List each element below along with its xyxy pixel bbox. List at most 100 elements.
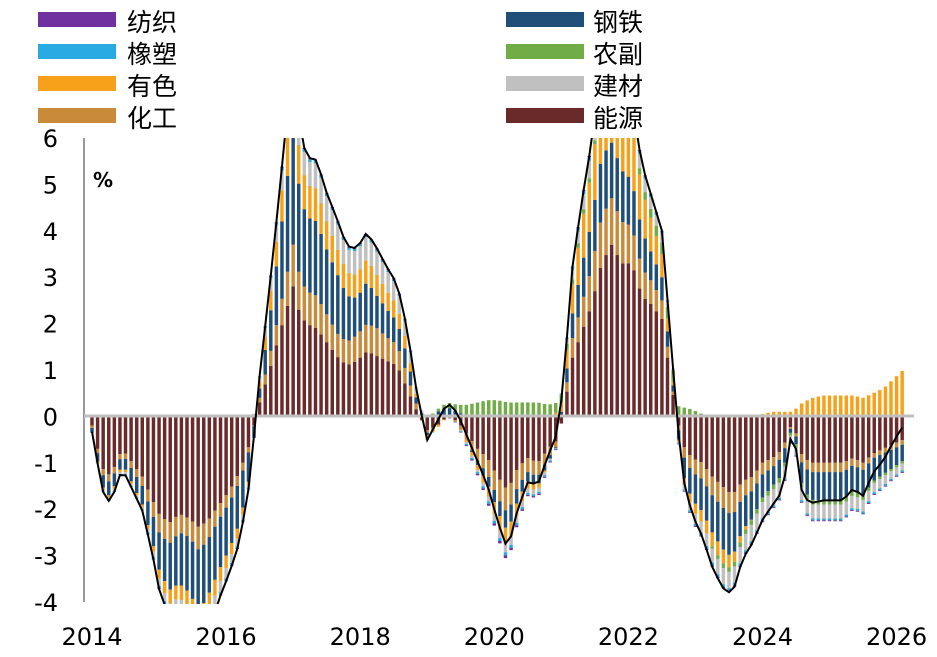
bar-segment-build	[313, 163, 318, 189]
bar-segment-steel	[364, 283, 368, 325]
bar-segment-chem	[369, 325, 374, 354]
bar-segment-steel	[140, 486, 145, 505]
bar-segment-steel	[229, 497, 234, 543]
bar-segment-build	[771, 489, 776, 506]
bar-segment-chem	[90, 425, 94, 428]
legend-label-rubber: 橡塑	[127, 40, 177, 69]
bar-segment-metal	[459, 429, 463, 431]
bar-segment-agri	[498, 400, 502, 417]
bar-segment-chem	[274, 325, 279, 346]
bar-segment-steel	[486, 476, 491, 487]
bar-segment-chem	[537, 461, 541, 475]
bar-segment-build	[520, 501, 524, 508]
bar-segment-steel	[598, 163, 603, 223]
bar-segment-agri	[486, 400, 491, 417]
bar-segment-energy	[649, 304, 653, 417]
bar-segment-build	[548, 458, 552, 461]
bar-segment-energy	[274, 345, 279, 417]
bar-segment-agri	[744, 529, 748, 534]
bar-segment-metal	[794, 408, 798, 417]
bar-segment-chem	[805, 460, 809, 470]
bar-segment-build	[531, 489, 536, 495]
bar-segment-metal	[162, 581, 167, 593]
bar-segment-steel	[324, 249, 329, 315]
bar-segment-metal	[593, 144, 597, 200]
bar-segment-build	[364, 237, 368, 261]
bar-segment-metal	[218, 567, 223, 581]
bar-segment-steel	[593, 199, 597, 251]
bar-segment-chem	[157, 513, 161, 533]
bar-segment-metal	[369, 265, 374, 289]
bar-segment-chem	[771, 457, 776, 467]
bar-segment-steel	[900, 444, 904, 462]
bar-segment-metal	[107, 495, 111, 498]
bar-segment-chem	[375, 328, 379, 357]
bar-segment-rubber	[470, 457, 474, 460]
bar-segment-steel	[838, 472, 843, 500]
bar-segment-build	[704, 533, 709, 547]
bar-segment-metal	[503, 527, 508, 544]
bar-segment-energy	[408, 396, 413, 417]
unit-label: %	[93, 168, 113, 192]
bar-segment-chem	[453, 420, 457, 422]
bar-segment-chem	[291, 244, 295, 287]
bar-segment-steel	[285, 175, 290, 272]
bar-segment-agri	[771, 484, 776, 490]
bar-segment-chem	[224, 495, 228, 508]
bar-segment-metal	[168, 589, 172, 604]
bar-segment-chem	[626, 224, 631, 264]
bar-segment-steel	[565, 368, 569, 383]
bar-segment-build	[872, 482, 876, 493]
bar-segment-energy	[738, 416, 742, 485]
bar-segment-chem	[900, 440, 904, 445]
bar-segment-energy	[615, 255, 619, 417]
bar-segment-steel	[861, 469, 865, 496]
bar-segment-steel	[889, 449, 893, 469]
bar-segment-build	[587, 160, 592, 179]
bar-segment-textile	[185, 620, 188, 621]
bar-segment-agri	[760, 497, 765, 503]
bar-segment-energy	[838, 416, 843, 463]
bar-segment-energy	[95, 416, 100, 449]
bar-segment-build	[157, 578, 161, 586]
bar-segment-build	[408, 352, 413, 364]
bar-segment-energy	[112, 416, 117, 467]
bar-segment-energy	[324, 342, 329, 417]
bar-segment-energy	[341, 362, 346, 417]
bar-segment-build	[749, 524, 754, 542]
bar-segment-chem	[565, 382, 569, 392]
bar-segment-textile	[688, 511, 692, 513]
bar-segment-metal	[475, 465, 480, 470]
bar-segment-metal	[386, 292, 390, 311]
bar-segment-chem	[850, 458, 854, 466]
bar-segment-metal	[134, 492, 139, 496]
bar-segment-chem	[637, 258, 642, 289]
bar-segment-chem	[498, 479, 502, 502]
bar-segment-metal	[621, 138, 625, 172]
bar-segment-steel	[570, 313, 575, 339]
bar-segment-chem	[844, 461, 849, 470]
bar-segment-rubber	[676, 443, 681, 445]
bar-segment-build	[537, 487, 541, 492]
bar-segment-chem	[168, 522, 172, 543]
y-tick-label: 2	[43, 311, 58, 339]
bar-segment-energy	[352, 361, 357, 417]
bar-segment-energy	[202, 416, 206, 524]
bar-segment-chem	[134, 468, 139, 477]
bar-segment-energy	[336, 357, 340, 417]
bar-segment-build	[330, 210, 334, 236]
bar-segment-energy	[816, 416, 821, 463]
bar-segment-agri	[526, 402, 530, 417]
bar-segment-build	[369, 242, 374, 266]
bar-segment-textile	[526, 494, 530, 497]
bar-segment-build	[721, 567, 726, 585]
bar-segment-metal	[883, 386, 888, 417]
bar-segment-chem	[721, 487, 726, 508]
bar-segment-chem	[341, 339, 346, 363]
bar-segment-steel	[632, 191, 636, 236]
bar-segment-agri	[520, 402, 524, 417]
bar-segment-rubber	[486, 501, 491, 504]
bar-segment-rubber	[537, 491, 541, 494]
bar-segment-steel	[168, 542, 172, 590]
bar-segment-energy	[431, 416, 435, 428]
